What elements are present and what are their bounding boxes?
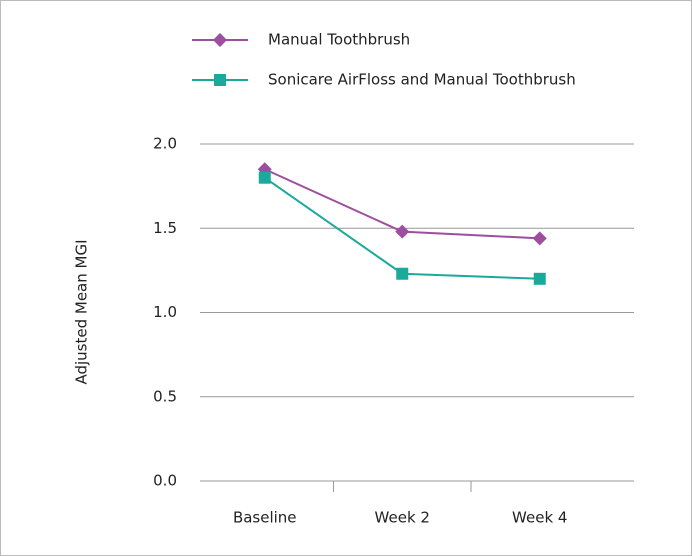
y-tick-label: 0.5	[153, 387, 177, 405]
x-tick-label: Baseline	[233, 509, 297, 527]
data-point	[532, 231, 547, 246]
data-point	[533, 272, 546, 285]
legend-marker	[214, 74, 226, 86]
y-tick-label: 0.0	[153, 472, 177, 490]
x-tick-label: Week 2	[375, 509, 430, 527]
data-point	[395, 224, 410, 239]
data-point	[396, 267, 409, 280]
x-tick-label: Week 4	[512, 509, 567, 527]
data-point	[258, 171, 271, 184]
legend-label: Manual Toothbrush	[268, 31, 410, 49]
y-tick-label: 1.0	[153, 303, 177, 321]
legend-marker	[213, 33, 227, 47]
y-axis-label: Adjusted Mean MGI	[73, 239, 91, 384]
y-tick-label: 1.5	[153, 219, 177, 237]
y-tick-label: 2.0	[153, 135, 177, 153]
legend-label: Sonicare AirFloss and Manual Toothbrush	[268, 71, 576, 89]
